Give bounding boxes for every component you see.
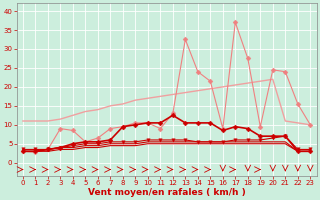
X-axis label: Vent moyen/en rafales ( km/h ): Vent moyen/en rafales ( km/h ) [88,188,245,197]
